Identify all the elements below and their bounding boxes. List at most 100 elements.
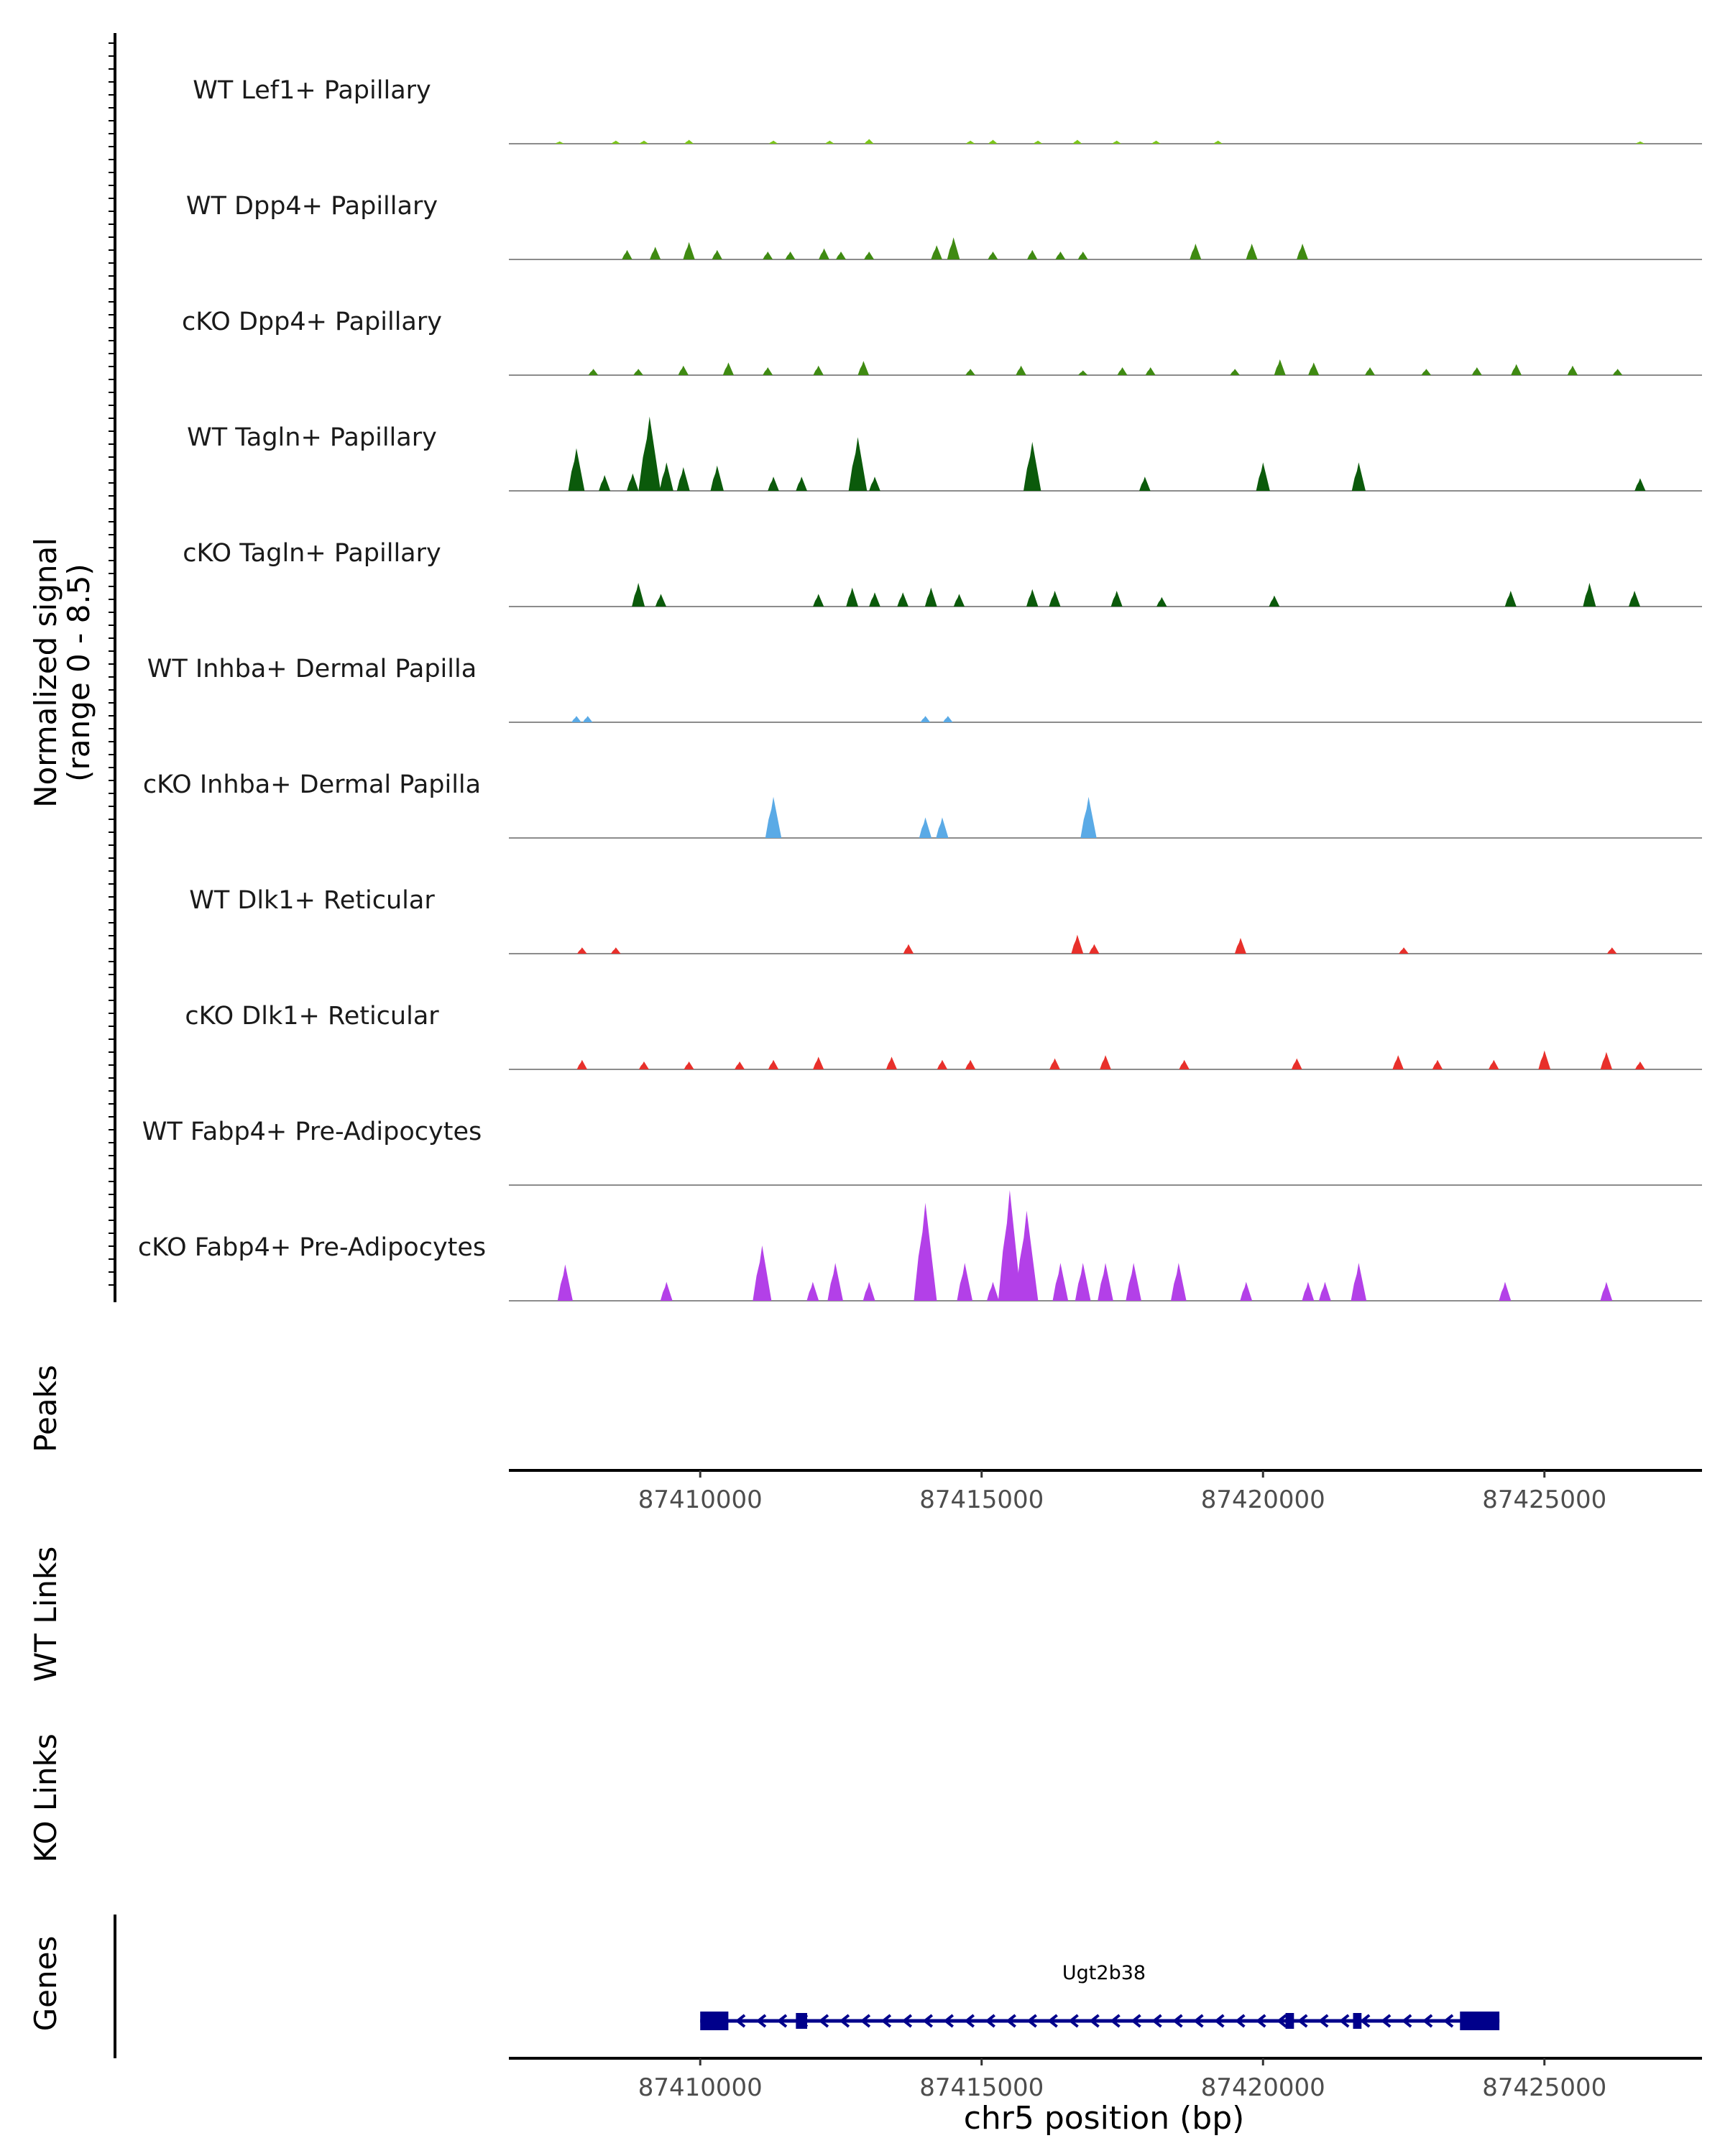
signal-peak: [1583, 583, 1596, 607]
strand-arrow: [1068, 2014, 1079, 2028]
signal-peak: [1100, 1055, 1111, 1069]
signal-track: cKO Dpp4+ Papillary: [182, 308, 1702, 376]
x-tick-label: 87425000: [1482, 2073, 1606, 2102]
strand-arrow: [1443, 2014, 1454, 2028]
signal-track: WT Fabp4+ Pre-Adipocytes: [142, 1118, 1702, 1186]
signal-peak: [1024, 441, 1041, 491]
track-label: cKO Inhba+ Dermal Papilla: [143, 770, 481, 799]
signal-peak: [768, 1059, 779, 1069]
signal-peak: [753, 1245, 772, 1301]
strand-arrow: [1047, 2014, 1058, 2028]
gene-exon: [1460, 2012, 1500, 2030]
signal-peak: [576, 947, 587, 954]
signal-peak: [1600, 1051, 1613, 1069]
signal-peak: [924, 587, 937, 607]
signal-peak: [1145, 367, 1156, 375]
signal-peak: [965, 140, 975, 144]
signal-peak: [914, 1202, 937, 1301]
signal-peak: [813, 594, 824, 607]
signal-peak: [582, 716, 593, 722]
signal-peak: [599, 475, 611, 491]
signal-track: WT Lef1+ Papillary: [193, 76, 1702, 144]
signal-peak: [920, 716, 931, 722]
signal-peak: [988, 252, 998, 259]
signal-peak: [1499, 1281, 1512, 1301]
strand-arrow: [1297, 2014, 1308, 2028]
signal-peak: [676, 467, 690, 491]
signal-peak: [1432, 1059, 1443, 1069]
signal-peak: [1351, 1263, 1367, 1301]
signal-peak: [1234, 938, 1246, 954]
signal-y-axis-ticks: [109, 42, 115, 1286]
signal-peak: [568, 448, 585, 491]
signal-peak: [710, 465, 724, 491]
strand-arrow: [735, 2014, 746, 2028]
gene-exon: [700, 2012, 729, 2030]
signal-peak: [610, 947, 621, 954]
signal-peak: [1318, 1281, 1331, 1301]
signal-peak: [1291, 1058, 1302, 1069]
signal-peak: [622, 249, 632, 259]
signal-peak: [1538, 1050, 1551, 1069]
signal-peak: [1151, 140, 1161, 144]
track-label: cKO Dlk1+ Reticular: [185, 1002, 439, 1031]
signal-peak: [1075, 1263, 1091, 1301]
signal-peak: [1156, 596, 1167, 607]
signal-track: cKO Tagln+ Papillary: [183, 539, 1702, 607]
signal-peak: [806, 1281, 819, 1301]
signal-track: cKO Dlk1+ Reticular: [185, 1002, 1702, 1070]
signal-peak: [864, 139, 874, 144]
strand-arrow: [943, 2014, 954, 2028]
signal-peak: [965, 1059, 976, 1069]
signal-peak: [557, 1264, 573, 1301]
signal-peak: [785, 252, 796, 259]
peaks-x-axis-ticks: 87410000 87415000 87420000 87425000: [638, 1470, 1606, 1514]
signal-peak: [1213, 140, 1223, 144]
signal-peak: [1098, 1263, 1113, 1301]
peaks-panel-label: Peaks: [28, 1365, 63, 1452]
gene-exon: [1285, 2013, 1294, 2029]
signal-peak: [1016, 365, 1026, 375]
signal-peak: [869, 476, 880, 491]
signal-peak: [813, 1056, 824, 1069]
gene-model-Ugt2b38: [700, 2012, 1500, 2030]
signal-peak: [684, 139, 694, 144]
strand-arrow: [880, 2014, 892, 2028]
signal-peak: [765, 796, 782, 838]
track-label: WT Lef1+ Papillary: [193, 76, 431, 105]
signal-peak: [1392, 1055, 1404, 1069]
signal-peak: [588, 369, 599, 375]
signal-peak: [649, 247, 661, 259]
strand-arrow: [985, 2014, 995, 2028]
signal-peak: [638, 416, 661, 491]
signal-peak: [638, 1061, 649, 1069]
strand-arrow: [1214, 2014, 1225, 2028]
strand-arrow: [1006, 2014, 1016, 2028]
x-tick-label: 87410000: [638, 1485, 763, 1514]
signal-peak: [1190, 244, 1202, 259]
signal-peak: [1489, 1059, 1499, 1069]
strand-arrow: [901, 2014, 913, 2028]
signal-peak: [768, 476, 779, 491]
signal-peak: [1600, 1281, 1613, 1301]
signal-peak: [869, 592, 880, 607]
strand-arrow: [1359, 2014, 1371, 2028]
signal-peak: [763, 367, 773, 375]
x-tick-label: 87420000: [1201, 2073, 1325, 2102]
signal-peak: [659, 462, 673, 491]
signal-peak: [1078, 370, 1088, 375]
track-label: WT Dpp4+ Papillary: [186, 192, 438, 221]
signal-peak: [1606, 947, 1617, 954]
strand-arrow: [1235, 2014, 1246, 2028]
y-axis-range-label: (range 0 - 8.5): [61, 563, 96, 782]
signal-peak: [827, 1263, 843, 1301]
x-tick-label: 87415000: [919, 1485, 1044, 1514]
signal-peak: [857, 361, 870, 375]
strand-arrow: [1422, 2014, 1433, 2028]
signal-peak: [1230, 369, 1240, 375]
x-tick-label: 87425000: [1482, 1485, 1606, 1514]
signal-peak: [953, 594, 965, 607]
strand-arrow: [776, 2014, 788, 2028]
signal-peak: [1112, 140, 1122, 144]
